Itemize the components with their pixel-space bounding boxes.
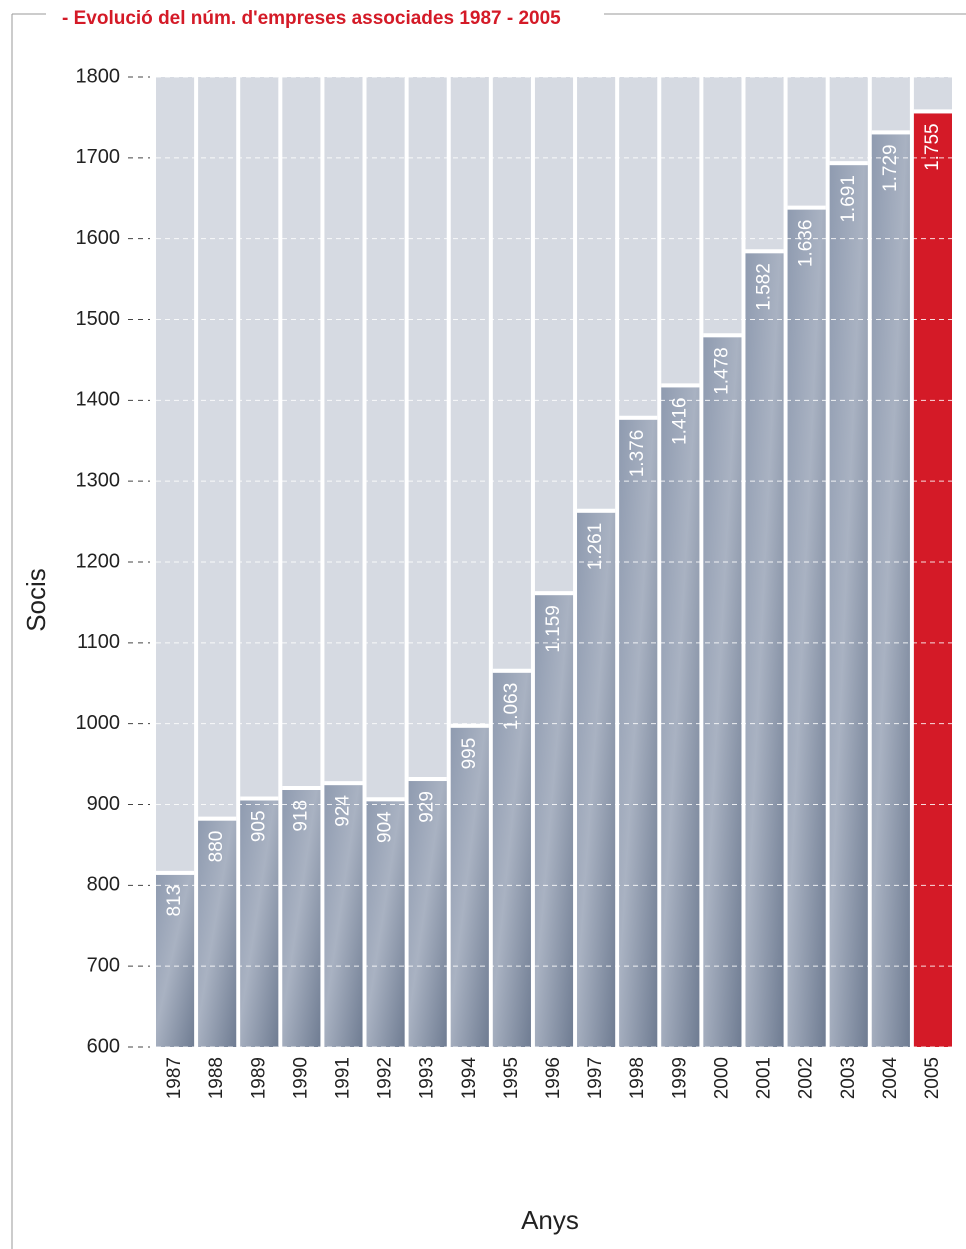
x-tick-label: 1989 xyxy=(248,1057,269,1099)
x-tick-label: 2003 xyxy=(838,1057,859,1099)
bar xyxy=(156,874,195,1047)
bar xyxy=(619,419,658,1047)
value-label: 995 xyxy=(459,738,480,770)
y-tick-label: 1800 xyxy=(76,65,121,87)
bar xyxy=(703,337,742,1047)
value-label: 904 xyxy=(375,811,396,843)
x-tick-label: 1990 xyxy=(290,1057,311,1099)
x-tick-label: 1999 xyxy=(669,1057,690,1099)
y-tick-label: 1300 xyxy=(76,469,121,491)
value-label: 1.159 xyxy=(543,605,564,653)
x-tick-label: 1997 xyxy=(585,1057,606,1099)
bar xyxy=(871,134,910,1047)
x-tick-label: 1998 xyxy=(627,1057,648,1099)
value-label: 1.416 xyxy=(669,397,690,445)
y-tick-label: 1700 xyxy=(76,146,121,168)
value-label: 905 xyxy=(248,810,269,842)
y-tick-label: 800 xyxy=(87,874,120,896)
value-label: 924 xyxy=(332,795,353,827)
x-axis-title: Anys xyxy=(521,1205,579,1235)
bar xyxy=(408,781,447,1047)
x-tick-label: 1993 xyxy=(417,1057,438,1099)
bar xyxy=(829,165,868,1047)
bar xyxy=(324,785,363,1047)
bar xyxy=(913,113,952,1047)
value-label: 929 xyxy=(417,791,438,823)
value-label: 1.063 xyxy=(501,683,522,731)
bar xyxy=(240,800,279,1047)
value-label: 880 xyxy=(206,831,227,863)
value-label: 1.729 xyxy=(880,144,901,192)
x-tick-label: 1994 xyxy=(459,1057,480,1100)
y-tick-label: 1400 xyxy=(76,389,121,411)
x-tick-label: 1991 xyxy=(332,1057,353,1099)
x-tick-label: 2001 xyxy=(754,1057,775,1099)
bar xyxy=(450,727,489,1047)
y-tick-label: 900 xyxy=(87,793,120,815)
x-tick-label: 1987 xyxy=(164,1057,185,1099)
value-label: 1.478 xyxy=(711,347,732,395)
bar xyxy=(534,595,574,1047)
value-label: 1.261 xyxy=(585,523,606,571)
x-tick-label: 2004 xyxy=(880,1057,901,1100)
y-tick-label: 1100 xyxy=(77,631,120,653)
bar xyxy=(198,820,237,1047)
bar xyxy=(577,512,616,1047)
chart-title: - Evolució del núm. d'empreses associade… xyxy=(62,8,561,29)
bar xyxy=(745,253,784,1047)
y-axis-title: Socis xyxy=(21,568,51,632)
x-tick-label: 2005 xyxy=(922,1057,943,1099)
value-label: 918 xyxy=(290,800,311,832)
grid xyxy=(156,76,966,1048)
y-tick-label: 1600 xyxy=(76,227,121,249)
bar xyxy=(282,789,321,1047)
value-label: 1.636 xyxy=(796,220,817,268)
value-label: 1.582 xyxy=(754,263,775,311)
x-tick-label: 1995 xyxy=(501,1057,522,1099)
y-tick-label: 1000 xyxy=(76,712,121,734)
x-tick-label: 2002 xyxy=(796,1057,817,1099)
value-label: 813 xyxy=(164,885,185,917)
x-tick-label: 1988 xyxy=(206,1057,227,1099)
bar xyxy=(366,801,405,1047)
y-tick-label: 600 xyxy=(87,1035,120,1057)
y-tick-label: 1500 xyxy=(76,308,121,330)
value-label: 1.755 xyxy=(922,123,943,171)
y-tick-label: 700 xyxy=(87,954,120,976)
value-label: 1.691 xyxy=(838,175,859,223)
bar xyxy=(661,387,700,1047)
bar xyxy=(492,672,531,1047)
x-tick-label: 1992 xyxy=(375,1057,396,1099)
x-tick-label: 1996 xyxy=(543,1057,564,1099)
value-label: 1.376 xyxy=(627,430,648,478)
x-tick-label: 2000 xyxy=(711,1057,732,1099)
bar xyxy=(787,209,826,1048)
y-tick-label: 1200 xyxy=(76,550,121,572)
